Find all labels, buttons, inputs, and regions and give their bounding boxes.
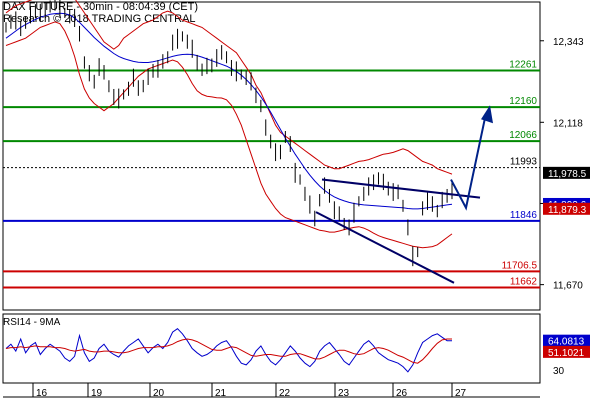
rsi-y-tick-label: 30 xyxy=(553,366,565,377)
x-tick-label: 27 xyxy=(455,388,467,399)
rsi-tag-bg xyxy=(543,345,590,358)
x-tick-label: 22 xyxy=(279,388,291,399)
bollinger-lower-line xyxy=(5,21,453,249)
price-panel-frame xyxy=(2,1,541,311)
level-label: 11706.5 xyxy=(502,260,538,271)
rsi-tag: 51.1021 xyxy=(548,348,585,359)
rsi-tag: 64.0813 xyxy=(548,337,585,348)
rsi-line xyxy=(5,328,452,373)
y-tick-label: 12,343 xyxy=(553,37,584,48)
price-tag-bg xyxy=(543,202,590,215)
price-tag-bg xyxy=(543,166,590,179)
x-tick-label: 23 xyxy=(338,388,350,399)
x-tick-label: 19 xyxy=(91,388,103,399)
y-tick-label: 11,670 xyxy=(553,281,583,292)
projection-arrow xyxy=(450,113,487,211)
price-tag: 11,978.5 xyxy=(548,169,587,180)
price-tag: 11,879.3 xyxy=(548,205,587,216)
projection-arrow-head xyxy=(481,105,493,124)
level-label: 11993 xyxy=(510,157,538,168)
level-label: 12066 xyxy=(509,130,537,141)
rsi-panel-frame xyxy=(2,313,541,384)
level-label: 11846 xyxy=(510,210,538,221)
rsi-ma-line xyxy=(5,338,452,364)
x-tick-label: 16 xyxy=(36,388,48,399)
x-tick-label: 26 xyxy=(396,388,408,399)
x-tick-label: 21 xyxy=(215,388,227,399)
level-label: 12261 xyxy=(509,59,537,70)
upper-trendline xyxy=(321,178,481,199)
rsi-tag-bg xyxy=(543,334,590,347)
bollinger-upper-line xyxy=(5,0,453,175)
level-label: 12160 xyxy=(509,96,537,107)
moving-average-line xyxy=(5,12,453,210)
chart-title: DAX FUTURE - 30min - 08:04:39 (CET) xyxy=(3,1,198,13)
level-label: 11662 xyxy=(510,277,538,288)
rsi-label: RSI14 - 9MA xyxy=(3,317,61,328)
x-tick-label: 20 xyxy=(153,388,165,399)
lower-trendline xyxy=(315,211,455,284)
y-tick-label: 12,118 xyxy=(553,118,583,129)
